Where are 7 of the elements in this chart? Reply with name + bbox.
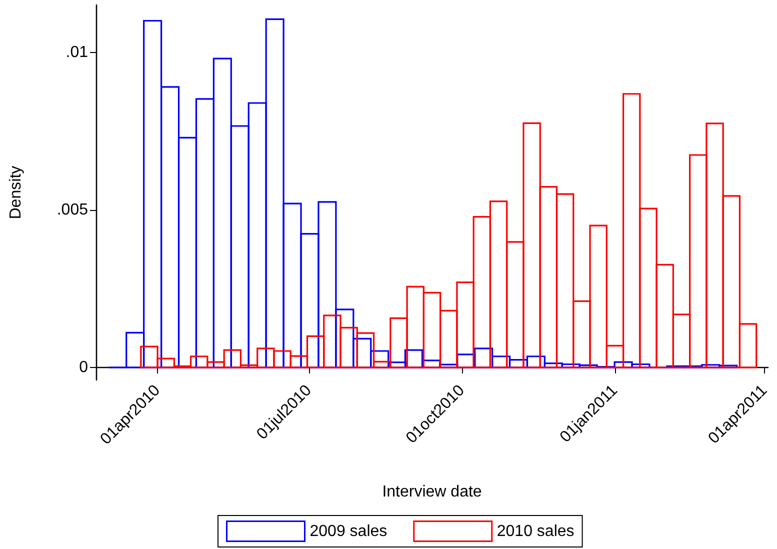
y-axis-title: Density	[8, 166, 24, 220]
y-tick-label: .01	[66, 44, 88, 61]
legend-label: 2009 sales	[310, 522, 388, 540]
legend-label: 2010 sales	[496, 522, 574, 540]
y-tick-label: 0	[79, 358, 88, 376]
x-axis-title: Interview date	[382, 484, 482, 500]
y-tick-label: .005	[56, 201, 88, 218]
